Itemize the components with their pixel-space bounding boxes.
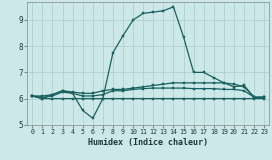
X-axis label: Humidex (Indice chaleur): Humidex (Indice chaleur) — [88, 138, 208, 147]
